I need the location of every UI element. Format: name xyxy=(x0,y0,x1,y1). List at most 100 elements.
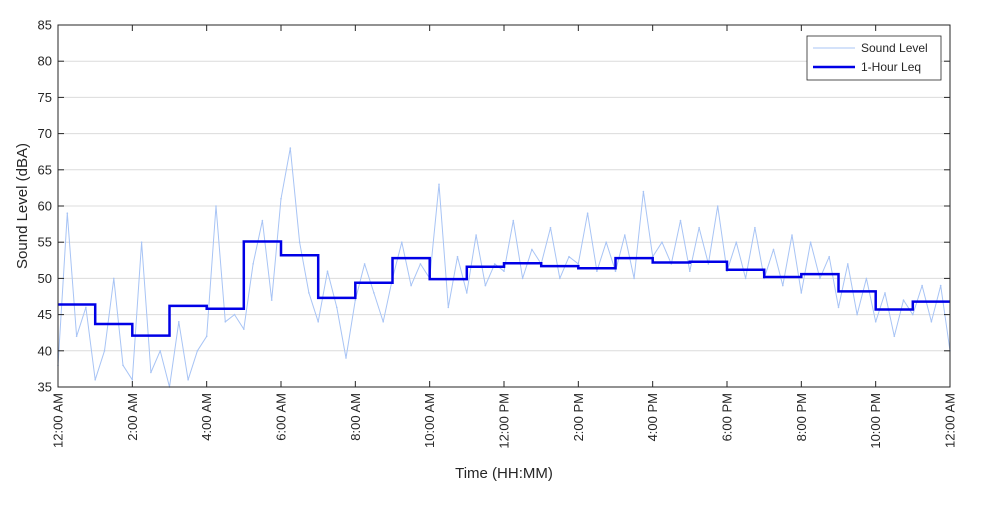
sound-level-point xyxy=(689,270,691,273)
sound-level-point xyxy=(252,263,254,265)
sound-level-point xyxy=(233,313,236,316)
x-tick-label-12: 12:00 PM xyxy=(497,393,512,449)
sound-level-point xyxy=(466,292,468,294)
sound-level-point xyxy=(531,248,533,251)
sound-level-point xyxy=(215,205,217,207)
sound-level-point xyxy=(484,284,487,287)
sound-level-point xyxy=(373,292,375,294)
sound-level-point xyxy=(103,350,106,352)
sound-level-point xyxy=(921,284,923,287)
sound-level-point xyxy=(819,277,821,280)
sound-level-point xyxy=(549,226,552,229)
series-line-1-hour-leq xyxy=(58,240,950,337)
sound-level-point xyxy=(243,328,245,330)
sound-level-point xyxy=(456,255,459,258)
legend-box xyxy=(806,35,942,81)
x-tick-label-24: 12:00 AM xyxy=(943,393,958,448)
x-axis: 12:00 AM 2:00 AM 4:00 AM 6:00 AM 8:00 AM 10:0… xyxy=(51,25,958,449)
y-tick-label-35: 35 xyxy=(38,380,52,395)
sound-level-point xyxy=(289,147,292,149)
sound-level-point xyxy=(605,241,607,243)
y-tick-label-55: 55 xyxy=(38,235,52,250)
sound-level-point xyxy=(521,277,524,280)
sound-level-point xyxy=(847,263,849,265)
sound-level-point xyxy=(196,350,199,352)
sound-level-point xyxy=(447,306,450,309)
x-axis-title: Time (HH:MM) xyxy=(455,465,553,482)
y-axis: 35 40 45 50 55 60 65 70 75 80 85 xyxy=(38,18,950,395)
sound-level-point xyxy=(856,313,858,316)
y-tick-label-40: 40 xyxy=(38,343,52,358)
sound-level-point xyxy=(261,219,264,222)
x-tick-label-10: 10:00 AM xyxy=(422,393,437,448)
sound-level-point xyxy=(902,299,905,301)
sound-level-point xyxy=(122,364,124,367)
sound-level-point xyxy=(410,284,412,287)
sound-level-point xyxy=(874,321,877,323)
sound-level-point xyxy=(187,379,189,381)
sound-level-point xyxy=(401,241,403,243)
sound-level-point xyxy=(419,263,422,265)
sound-level-point xyxy=(912,313,914,316)
x-tick-label-22: 10:00 PM xyxy=(868,393,883,449)
sound-level-point xyxy=(939,284,942,287)
sound-level-point xyxy=(94,379,96,381)
sound-level-point xyxy=(568,255,570,258)
legend-label-1-hour-leq: 1-Hour Leq xyxy=(861,60,921,74)
sound-level-point xyxy=(800,292,803,294)
sound-level-point xyxy=(744,277,747,280)
series-layer xyxy=(57,147,951,388)
sound-level-point xyxy=(336,306,338,309)
sound-level-point xyxy=(503,270,505,273)
sound-level-point xyxy=(85,306,87,309)
x-tick-label-18: 6:00 PM xyxy=(720,393,735,441)
legend: Sound Level 1-Hour Leq xyxy=(806,35,942,81)
sound-level-point xyxy=(930,321,933,323)
sound-level-point xyxy=(754,226,756,229)
sound-level-point xyxy=(596,270,598,273)
sound-level-point xyxy=(624,234,626,236)
y-tick-label-85: 85 xyxy=(38,18,52,33)
x-tick-label-0: 12:00 AM xyxy=(51,393,66,448)
sound-level-point xyxy=(735,241,738,243)
x-tick-label-14: 2:00 PM xyxy=(571,393,586,441)
x-tick-label-16: 4:00 PM xyxy=(645,393,660,441)
sound-level-point xyxy=(791,234,793,236)
sound-level-point xyxy=(205,335,208,338)
y-tick-label-60: 60 xyxy=(38,199,52,214)
sound-level-point xyxy=(345,357,347,359)
sound-level-point xyxy=(642,190,645,193)
sound-level-point xyxy=(493,263,496,265)
sound-level-point xyxy=(326,270,329,273)
sound-level-point xyxy=(178,321,180,323)
sound-level-point xyxy=(270,299,273,301)
y-tick-label-70: 70 xyxy=(38,126,52,141)
x-tick-label-2: 2:00 AM xyxy=(125,393,140,441)
sound-level-point xyxy=(716,205,719,207)
sound-level-point xyxy=(317,321,320,323)
sound-level-point xyxy=(707,263,710,265)
x-tick-label-4: 4:00 AM xyxy=(199,393,214,441)
sound-level-point xyxy=(159,350,161,352)
sound-level-point xyxy=(828,255,830,258)
sound-level-point xyxy=(633,277,635,280)
legend-label-sound-level: Sound Level xyxy=(861,41,928,55)
sound-level-point xyxy=(298,241,301,243)
sound-level-point xyxy=(809,241,812,243)
sound-level-point xyxy=(131,379,134,381)
sound-level-point xyxy=(66,212,69,214)
y-axis-title: Sound Level (dBA) xyxy=(14,143,31,269)
x-tick-label-8: 8:00 AM xyxy=(348,393,363,441)
sound-level-point xyxy=(884,292,886,294)
sound-level-point xyxy=(614,270,617,273)
y-tick-label-45: 45 xyxy=(38,307,52,322)
sound-level-point xyxy=(865,277,868,280)
sound-level-point xyxy=(782,284,784,287)
sound-level-point xyxy=(577,263,580,265)
sound-level-point xyxy=(75,335,78,338)
sound-level-point xyxy=(837,306,840,309)
sound-level-point xyxy=(475,234,477,236)
sound-level-point xyxy=(113,277,115,280)
sound-level-point xyxy=(586,212,589,214)
